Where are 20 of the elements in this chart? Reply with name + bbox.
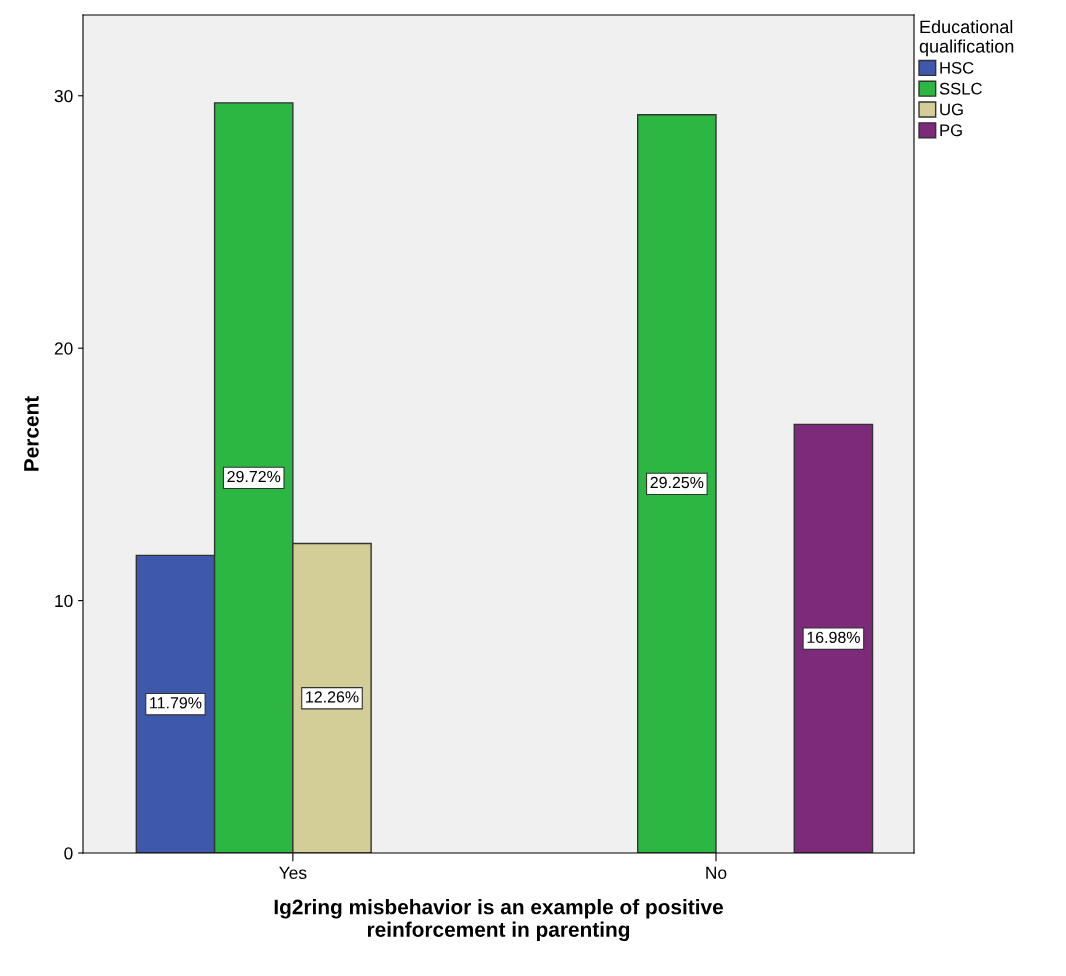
x-tick-label: Yes [279,866,307,879]
y-tick-label: 20 [54,342,73,355]
legend-label: SSLC [939,82,982,95]
legend-label: HSC [940,61,974,74]
y-axis-title: Percent [24,396,39,471]
y-tick-label: 30 [54,89,73,103]
y-tick-label: 10 [55,594,73,608]
legend-label: UG [940,103,963,116]
bar [793,423,874,853]
legend-title: Educational qualification [919,20,1014,57]
data-label: 29.25% [650,476,704,489]
legend-label: PG [940,124,962,137]
x-axis-title: Ig2ring misbehavior is an example of positive reinforcement in parenting [274,899,723,942]
y-tick-label: 0 [64,847,73,860]
data-label: 12.26% [306,691,359,703]
data-label: 11.79% [150,697,202,709]
bar [637,114,717,853]
data-label: 29.72% [227,470,281,483]
x-tick-label: No [706,866,727,879]
data-label: 16.98% [807,631,860,643]
